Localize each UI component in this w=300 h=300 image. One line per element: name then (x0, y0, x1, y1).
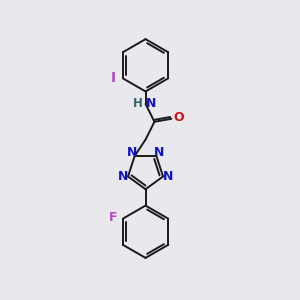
Text: N: N (127, 146, 137, 158)
Text: N: N (146, 97, 157, 110)
Text: H: H (133, 97, 143, 110)
Text: O: O (173, 111, 184, 124)
Text: N: N (154, 146, 164, 158)
Text: N: N (118, 170, 128, 183)
Text: I: I (111, 71, 116, 85)
Text: N: N (163, 170, 173, 183)
Text: F: F (109, 211, 118, 224)
